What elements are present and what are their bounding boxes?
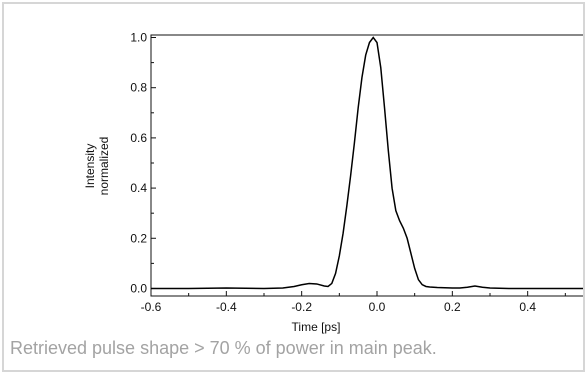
- pulse-chart: -0.6 -0.4 -0.2 0.0 0.2 0.4 0.6 0.0 0.2 0.4 0.6 0.8…: [83, 31, 583, 334]
- y-tick-label: 0.8: [130, 81, 147, 95]
- y-axis-label-line2: normalized: [97, 137, 111, 196]
- x-tick-label: 0.0: [369, 300, 386, 314]
- y-tick-label: 0.2: [130, 231, 147, 245]
- y-tick-label: 0.6: [130, 131, 147, 145]
- x-axis: -0.6-0.4-0.20.00.20.40.6: [141, 291, 566, 314]
- plot-frame: [150, 34, 583, 297]
- series-line: [151, 36, 583, 290]
- x-tick-label: -0.6: [141, 300, 162, 314]
- y-axis-label-line1: Intensity: [83, 144, 97, 189]
- chart-area: -0.6 -0.4 -0.2 0.0 0.2 0.4 0.6 0.0 0.2 0.4 0.6 0.8…: [4, 4, 583, 334]
- x-axis-label: Time [ps]: [292, 320, 341, 334]
- y-tick-label: 0.0: [130, 281, 147, 295]
- y-axis: 0.0 0.2 0.4 0.6 0.8 1.0: [130, 31, 156, 295]
- y-tick-label: 0.4: [130, 181, 147, 195]
- x-tick-label: 0.4: [519, 300, 536, 314]
- x-tick-label: -0.2: [291, 300, 312, 314]
- x-tick-label: 0.2: [444, 300, 461, 314]
- figure-caption: Retrieved pulse shape > 70 % of power in…: [10, 338, 437, 358]
- x-tick-label: -0.4: [216, 300, 237, 314]
- y-tick-label: 1.0: [130, 31, 147, 45]
